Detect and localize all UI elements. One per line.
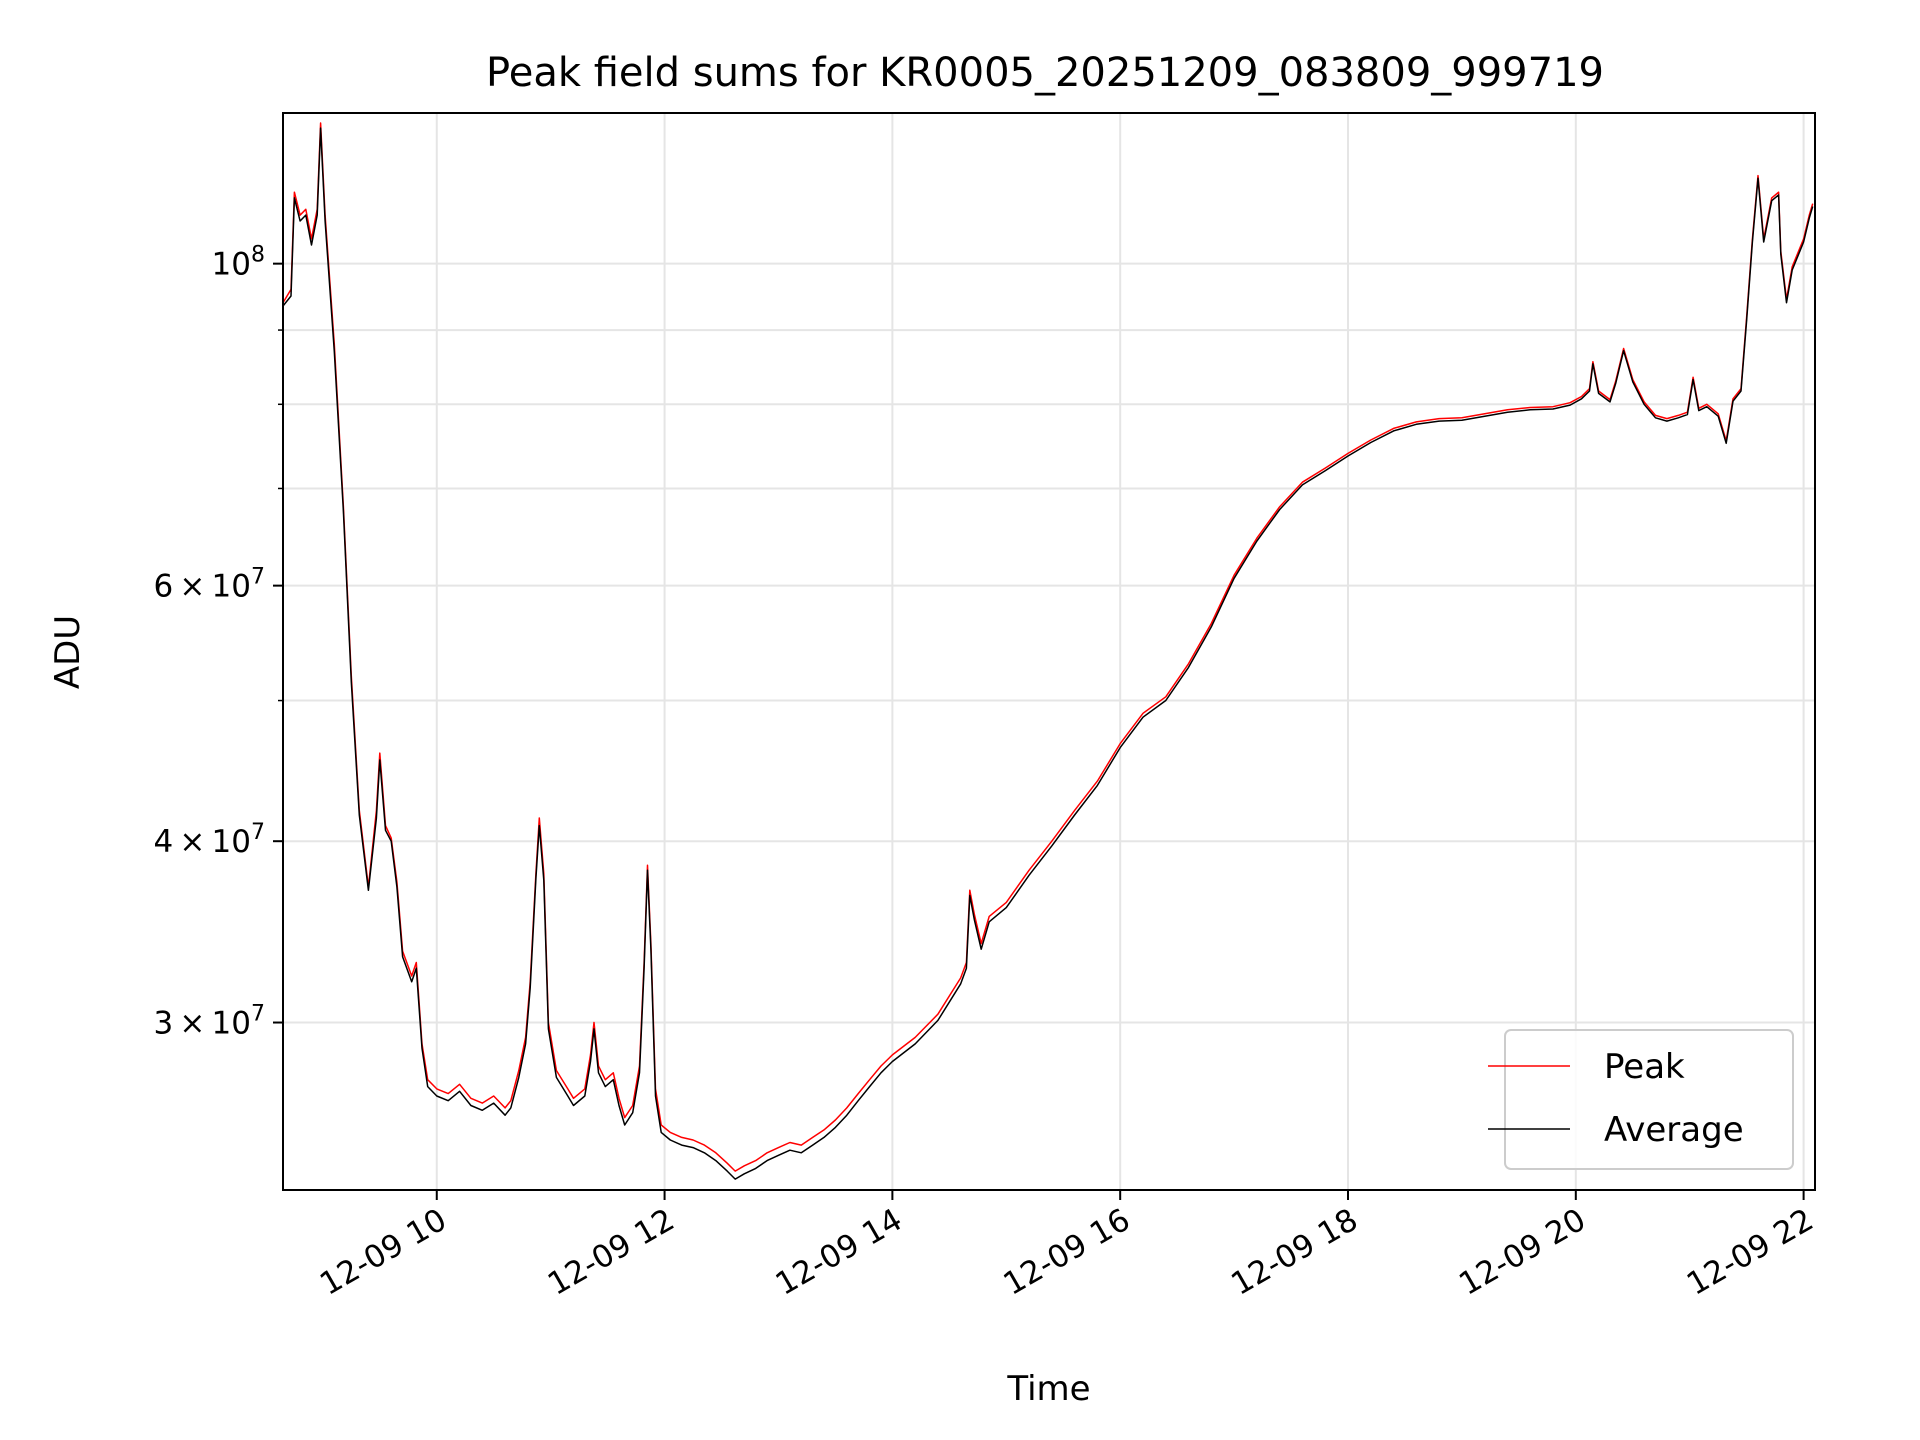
legend: Peak Average (1488, 1029, 1794, 1170)
series-line-average (282, 127, 1814, 1180)
legend-box (1504, 1029, 1794, 1170)
legend-label-average: Average (1604, 1110, 1744, 1150)
y-tick-exponent: 7 (251, 565, 265, 590)
y-tick-label: 3 × 107 (153, 1002, 265, 1042)
y-tick-label: 6 × 107 (153, 565, 265, 605)
chart-title: Peak field sums for KR0005_20251209_0838… (486, 50, 1604, 96)
plot-frame (282, 112, 1816, 1191)
series-line-peak (282, 122, 1814, 1172)
x-axis-label: Time (1006, 1369, 1090, 1409)
y-tick-exponent: 7 (251, 1002, 265, 1027)
legend-label-peak: Peak (1604, 1047, 1685, 1087)
plot-background (283, 113, 1815, 1190)
y-tick-label: 4 × 107 (153, 820, 265, 860)
y-tick-exponent: 8 (251, 243, 265, 268)
y-axis-label: ADU (48, 615, 88, 689)
series-lines (282, 122, 1814, 1180)
y-tick-exponent: 7 (251, 820, 265, 845)
